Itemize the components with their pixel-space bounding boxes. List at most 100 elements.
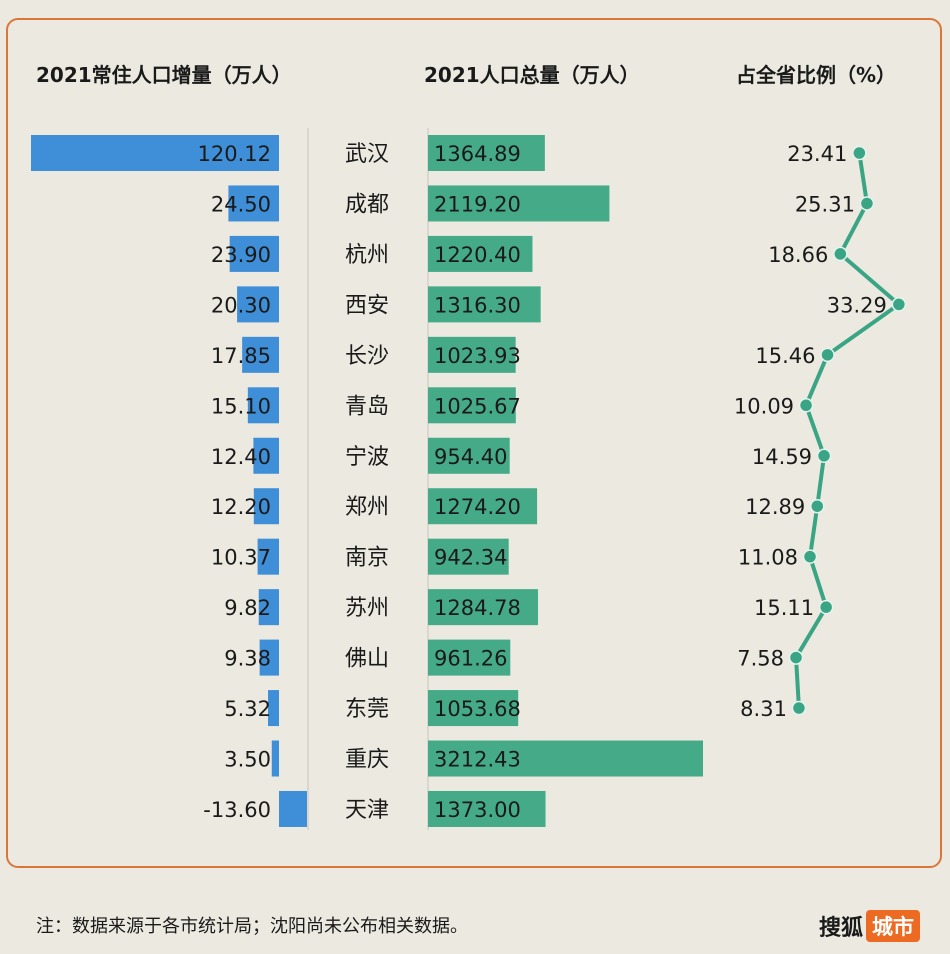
increase-label: 10.37 [211, 546, 271, 570]
ratio-point [816, 448, 832, 464]
total-label: 3212.43 [434, 748, 521, 772]
total-bar [428, 135, 545, 171]
ratio-label: 14.59 [752, 445, 812, 469]
total-label: 1025.67 [434, 394, 521, 418]
ratio-label: 10.09 [734, 394, 794, 418]
total-bar [428, 488, 538, 525]
increase-bar [253, 437, 279, 474]
increase-label: -13.60 [203, 798, 271, 822]
city-label: 郑州 [345, 495, 389, 520]
total-label: 961.26 [434, 647, 507, 671]
ratio-point [810, 498, 825, 514]
increase-label: 120.12 [198, 142, 271, 166]
sohu-logo: 搜狐 城市 [819, 910, 920, 942]
ratio-label: 8.31 [740, 697, 787, 721]
ratio-point [891, 297, 907, 312]
ratio-label: 7.58 [737, 647, 784, 671]
total-bar [428, 286, 541, 323]
ratio-point [798, 398, 814, 413]
total-label: 1023.93 [434, 344, 521, 368]
city-label: 武汉 [345, 142, 389, 167]
total-bar [428, 437, 510, 474]
total-label: 942.34 [434, 546, 507, 570]
total-bar [428, 185, 610, 222]
increase-bar [229, 235, 279, 272]
increase-bar [31, 135, 279, 171]
ratio-label: 25.31 [795, 192, 855, 216]
increase-label: 23.90 [211, 243, 271, 267]
header-total: 2021人口总量（万人） [424, 63, 640, 87]
ratio-label: 15.46 [755, 344, 815, 368]
ratio-point [788, 650, 804, 665]
increase-bar [247, 387, 279, 424]
increase-label: 15.10 [211, 394, 271, 418]
increase-bar [237, 286, 279, 323]
increase-bar [242, 336, 279, 373]
total-bar [428, 639, 511, 676]
total-label: 1316.30 [434, 293, 521, 317]
increase-label: 17.85 [211, 344, 271, 368]
increase-label: 24.50 [211, 192, 271, 216]
ratio-label: 23.41 [787, 142, 847, 166]
ratio-label: 18.66 [768, 243, 828, 267]
increase-label: 3.50 [224, 748, 271, 772]
total-label: 1053.68 [434, 697, 521, 721]
city-label: 宁波 [345, 445, 389, 470]
city-label: 佛山 [345, 647, 389, 672]
increase-bar [259, 639, 279, 676]
total-bar [428, 235, 533, 272]
increase-bar [258, 589, 279, 626]
total-label: 1274.20 [434, 495, 521, 519]
increase-label: 9.82 [224, 596, 271, 620]
ratio-point [791, 700, 807, 716]
logo-badge: 城市 [866, 910, 920, 942]
total-bar [428, 589, 538, 626]
total-bar [428, 387, 516, 424]
total-bar [428, 336, 516, 373]
ratio-label: 33.29 [827, 293, 887, 317]
ratio-point [852, 145, 867, 161]
city-label: 南京 [345, 546, 389, 571]
chart-panel [6, 18, 942, 868]
ratio-label: 11.08 [738, 546, 798, 570]
total-label: 1364.89 [434, 142, 521, 166]
city-label: 杭州 [345, 243, 389, 268]
header-ratio: 占全省比例（%） [736, 63, 896, 87]
ratio-line [793, 152, 903, 709]
increase-label: 9.38 [224, 647, 271, 671]
total-bar [428, 538, 509, 575]
total-bar [428, 740, 703, 777]
ratio-point [818, 599, 834, 615]
city-label: 重庆 [345, 748, 389, 773]
city-label: 天津 [345, 798, 389, 823]
increase-label: 12.20 [211, 495, 271, 519]
total-label: 1284.78 [434, 596, 521, 620]
increase-label: 20.30 [211, 293, 271, 317]
logo-text: 搜狐 [818, 916, 863, 941]
city-label: 苏州 [345, 596, 389, 621]
ratio-point [859, 196, 875, 211]
city-label: 长沙 [345, 344, 389, 369]
increase-bar [253, 488, 279, 525]
total-bar [428, 790, 546, 827]
increase-bar [268, 690, 279, 727]
ratio-point [833, 246, 848, 262]
header-increase: 2021常住人口增量（万人） [36, 63, 292, 87]
city-label: 青岛 [345, 394, 389, 419]
increase-label: 12.40 [211, 445, 271, 469]
increase-bar [257, 538, 279, 575]
increase-label: 5.32 [224, 697, 271, 721]
ratio-point [820, 347, 835, 363]
city-label: 东莞 [345, 697, 389, 722]
footnote: 注：数据来源于各市统计局；沈阳尚未公布相关数据。 [36, 916, 468, 937]
increase-bar [228, 185, 279, 222]
total-bar [428, 690, 519, 727]
increase-bar [271, 740, 279, 777]
total-label: 954.40 [434, 445, 507, 469]
total-label: 1373.00 [434, 798, 521, 822]
ratio-label: 15.11 [754, 596, 814, 620]
ratio-point [802, 549, 818, 564]
city-label: 西安 [345, 293, 389, 318]
total-label: 1220.40 [434, 243, 521, 267]
